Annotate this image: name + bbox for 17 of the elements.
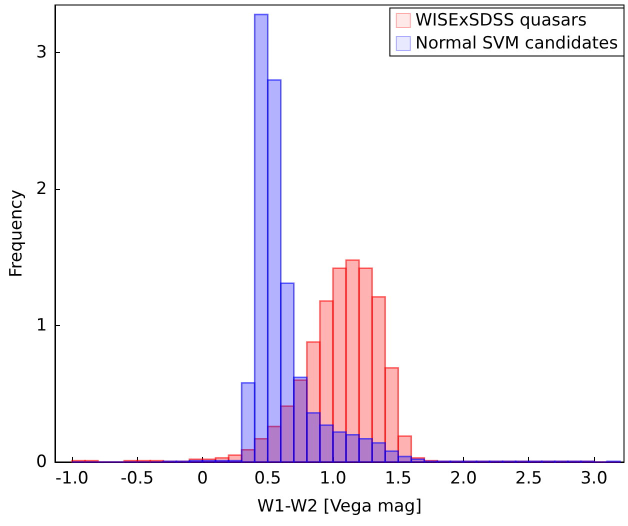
y-tick-label: 2 (36, 179, 47, 200)
legend-label: WISExSDSS quasars (415, 10, 587, 30)
x-tick-label: -0.5 (120, 468, 154, 488)
x-tick-label: 2.0 (450, 468, 478, 488)
y-axis-title: Frequency (6, 190, 26, 278)
x-tick-label: -1.0 (55, 468, 89, 488)
x-tick-label: 0 (197, 468, 208, 488)
x-tick-label: 2.5 (515, 468, 542, 488)
x-tick-label: 0.5 (254, 468, 282, 488)
x-tick-label: 1.5 (384, 468, 412, 488)
y-tick-label: 1 (36, 316, 47, 336)
y-tick-label: 3 (36, 42, 47, 63)
legend-label: Normal SVM candidates (415, 34, 618, 54)
x-tick-label: 3.0 (580, 468, 608, 488)
x-axis-title: W1-W2 [Vega mag] (257, 496, 422, 516)
y-tick-label: 0 (36, 452, 47, 472)
x-tick-label: 1.0 (319, 468, 346, 488)
